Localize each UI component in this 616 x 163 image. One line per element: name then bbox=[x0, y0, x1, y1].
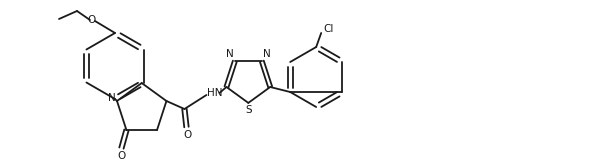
Text: O: O bbox=[87, 15, 95, 25]
Text: N: N bbox=[108, 93, 116, 103]
Text: O: O bbox=[184, 130, 192, 140]
Text: N: N bbox=[226, 49, 233, 59]
Text: O: O bbox=[117, 151, 126, 161]
Text: Cl: Cl bbox=[323, 24, 333, 34]
Text: S: S bbox=[245, 105, 252, 115]
Text: N: N bbox=[263, 49, 270, 59]
Text: HN: HN bbox=[207, 88, 222, 98]
